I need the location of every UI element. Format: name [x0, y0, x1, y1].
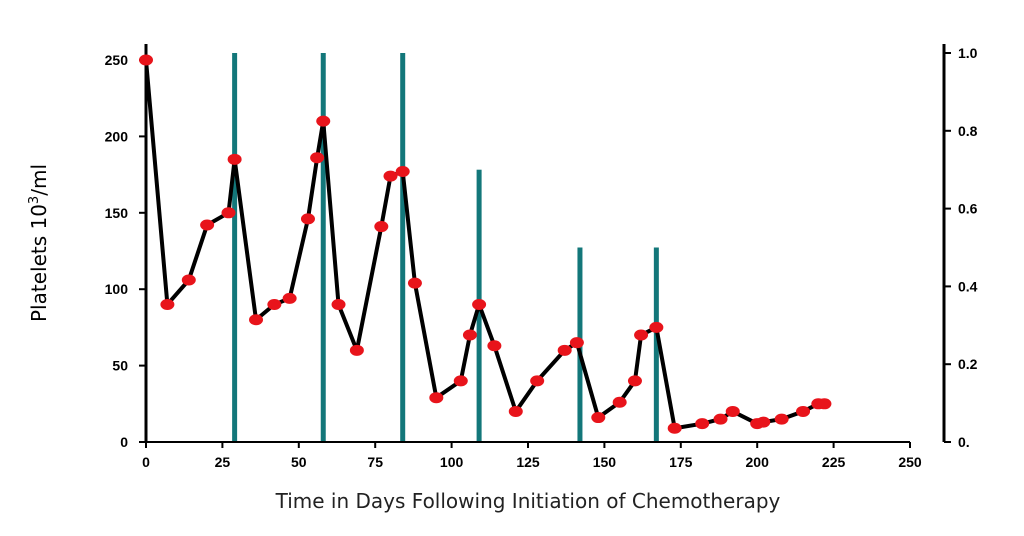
y-axis-label-unit: /ml [27, 164, 51, 196]
x-tick-label: 125 [516, 454, 540, 470]
platelet-point [591, 412, 606, 424]
platelet-point [221, 207, 236, 219]
y-tick-labels: 0 50 100 150 200 250 [105, 52, 146, 450]
y-axis-label: Platelets 103/ml [27, 164, 51, 322]
platelet-point [374, 221, 389, 233]
platelet-point [713, 413, 728, 425]
y2-tick-label: 0.6 [958, 201, 978, 217]
y2-tick-label: 0. [958, 434, 970, 450]
axes [144, 44, 946, 443]
platelet-point [557, 344, 572, 356]
platelet-series [144, 59, 825, 431]
platelet-points [139, 54, 832, 434]
x-tick-label: 0 [142, 454, 150, 470]
platelet-point [472, 298, 487, 310]
x-axis-label: Time in Days Following Initiation of Che… [275, 489, 781, 513]
y-tick-label: 200 [105, 128, 129, 144]
x-tick-label: 250 [898, 454, 922, 470]
y-tick-label: 100 [105, 281, 129, 297]
y-tick-label: 250 [105, 52, 129, 68]
platelet-point [316, 115, 331, 127]
y2-tick-label: 0.8 [958, 123, 978, 139]
platelet-line [144, 59, 825, 431]
y2-tick-labels: 0. 0.2 0.4 0.6 0.8 1.0 [944, 45, 978, 450]
platelet-point [453, 375, 468, 387]
dose-bar [400, 53, 406, 442]
platelet-point [429, 392, 444, 404]
platelet-point [267, 298, 282, 310]
platelet-point [227, 153, 242, 165]
y-tick-label: 0 [120, 434, 128, 450]
y-axis-label-base: Platelets 10 [27, 204, 51, 322]
platelet-point [139, 54, 153, 66]
platelet-point [627, 375, 642, 387]
platelet-point [462, 329, 477, 341]
x-tick-labels: 0 25 50 75 100 125 150 175 200 225 250 [142, 442, 922, 470]
platelet-point [530, 375, 545, 387]
platelet-point [407, 277, 422, 289]
platelet-point [383, 170, 398, 182]
y2-tick-label: 0.4 [958, 278, 978, 294]
dose-bar [232, 53, 238, 442]
platelet-point [634, 329, 649, 341]
x-tick-label: 150 [593, 454, 617, 470]
dose-bar [320, 53, 326, 442]
dose-bars [232, 53, 659, 442]
y-tick-label: 50 [112, 358, 128, 374]
platelet-point [300, 213, 315, 225]
platelet-point [160, 298, 175, 310]
y2-tick-label: 0.2 [958, 356, 978, 372]
x-tick-label: 175 [669, 454, 693, 470]
platelet-point [796, 405, 811, 417]
platelet-point [649, 321, 664, 333]
platelet-point [310, 152, 325, 164]
y-axis-label-superscript: 3 [27, 196, 42, 204]
platelet-point [181, 274, 196, 286]
platelet-point [200, 219, 215, 231]
platelet-point [756, 416, 771, 428]
platelet-point [817, 398, 832, 410]
platelet-point [774, 413, 789, 425]
platelet-point [282, 292, 297, 304]
y2-tick-label: 1.0 [958, 45, 978, 61]
x-tick-label: 225 [822, 454, 846, 470]
dose-bar [653, 247, 659, 442]
x-tick-label: 200 [746, 454, 770, 470]
platelet-point [249, 314, 264, 326]
platelet-point [695, 418, 710, 430]
platelet-point [395, 166, 410, 178]
platelet-point [667, 422, 682, 434]
platelet-point [569, 337, 584, 349]
x-tick-label: 100 [440, 454, 464, 470]
platelet-point [331, 298, 346, 310]
platelet-point [508, 405, 523, 417]
platelet-point [725, 405, 740, 417]
platelet-point [612, 396, 627, 408]
x-tick-label: 25 [215, 454, 231, 470]
x-tick-label: 50 [291, 454, 307, 470]
y-tick-label: 150 [105, 205, 129, 221]
platelet-point [487, 340, 502, 352]
platelet-point [349, 344, 364, 356]
x-tick-label: 75 [367, 454, 383, 470]
